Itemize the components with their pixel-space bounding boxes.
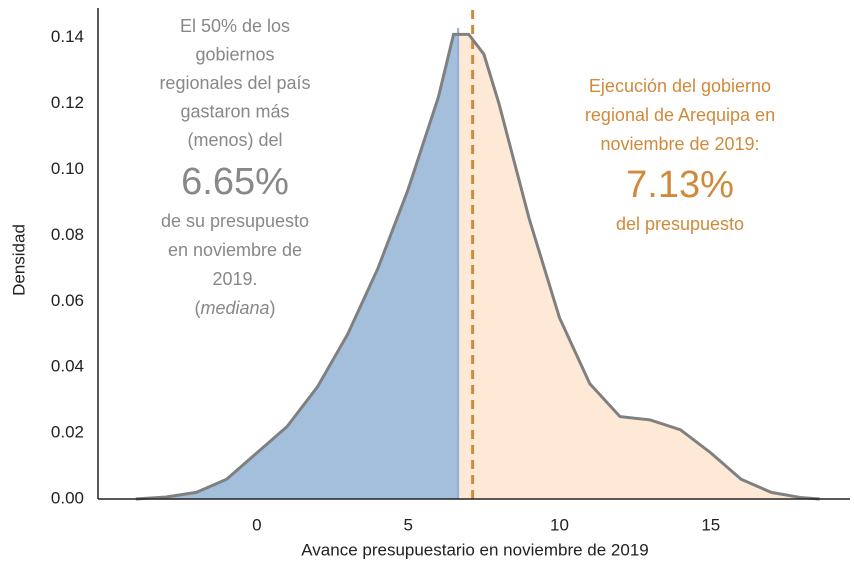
reference-note: Ejecución del gobierno — [589, 76, 771, 96]
y-tick-label: 0.02 — [51, 423, 84, 442]
area-below-median — [135, 34, 459, 499]
median-note-part: ) — [270, 298, 276, 318]
median-note: regionales del país — [159, 73, 310, 93]
y-tick-label: 0.04 — [51, 357, 84, 376]
median-note-part: ( — [194, 298, 200, 318]
median-note: de su presupuesto — [161, 211, 309, 231]
median-note: (menos) del — [187, 130, 282, 150]
y-axis-label: Densidad — [9, 224, 28, 296]
reference-note: regional de Arequipa en — [585, 105, 775, 125]
median-note: gastaron más — [180, 101, 289, 121]
median-note: gobiernos — [195, 44, 274, 64]
median-note: El 50% de los — [180, 16, 290, 36]
reference-note: del presupuesto — [616, 214, 744, 234]
y-tick-label: 0.06 — [51, 291, 84, 310]
y-tick-label: 0.08 — [51, 225, 84, 244]
median-note-part: mediana — [200, 298, 269, 318]
median-note: en noviembre de — [168, 240, 302, 260]
area-above-median — [458, 34, 820, 499]
x-tick-label: 5 — [403, 515, 412, 534]
median-note: (mediana) — [194, 298, 275, 318]
y-tick-label: 0.14 — [51, 27, 84, 46]
y-tick-label: 0.10 — [51, 159, 84, 178]
reference-note: noviembre de 2019: — [600, 134, 759, 154]
x-tick-label: 10 — [550, 515, 569, 534]
density-line — [135, 32, 820, 501]
reference-value: 7.13% — [626, 164, 734, 206]
y-tick-label: 0.00 — [51, 488, 84, 507]
median-note: 2019. — [212, 269, 257, 289]
x-axis-label: Avance presupuestario en noviembre de 20… — [301, 540, 648, 559]
x-tick-label: 15 — [701, 515, 720, 534]
x-tick-label: 0 — [252, 515, 261, 534]
median-value: 6.65% — [181, 161, 289, 203]
y-tick-label: 0.12 — [51, 93, 84, 112]
